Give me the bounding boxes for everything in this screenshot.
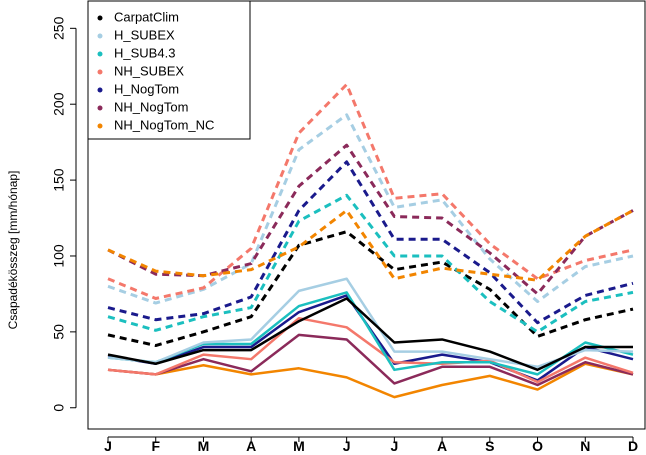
legend-marker bbox=[97, 15, 103, 21]
x-tick-label: A bbox=[246, 438, 256, 454]
x-tick-label: O bbox=[532, 438, 543, 454]
dashed-line bbox=[107, 230, 634, 348]
legend: CarpatClim H_SUBEX H_SUB4.3 NH_SUBEX H_NogTo… bbox=[87, 0, 251, 140]
x-tick-label: J bbox=[104, 438, 112, 454]
legend-label: H_NogTom bbox=[114, 81, 179, 96]
plot-frame bbox=[87, 0, 646, 430]
line bbox=[107, 362, 634, 399]
x-tick-label: N bbox=[580, 438, 590, 454]
x-tick-label: F bbox=[151, 438, 160, 454]
line bbox=[107, 316, 634, 384]
dashed-line bbox=[107, 193, 634, 334]
x-tick-label: M bbox=[293, 438, 305, 454]
legend-label: NH_SUBEX bbox=[114, 63, 184, 78]
legend-marker bbox=[97, 123, 103, 129]
x-tick-label: S bbox=[485, 438, 494, 454]
line bbox=[107, 277, 634, 369]
y-tick-label: 0 bbox=[51, 404, 67, 412]
dashed-line bbox=[107, 208, 634, 282]
legend-marker bbox=[97, 105, 103, 111]
legend-box bbox=[87, 0, 251, 140]
x-tick-label: J bbox=[390, 438, 398, 454]
x-tick-label: M bbox=[198, 438, 210, 454]
y-tick-label: 200 bbox=[51, 92, 67, 116]
y-tick-label: 50 bbox=[51, 324, 67, 340]
dashed-line bbox=[107, 160, 634, 325]
y-tick-label: 150 bbox=[51, 168, 67, 192]
legend-label: H_SUB4.3 bbox=[114, 45, 175, 60]
x-tick-label: A bbox=[437, 438, 447, 454]
x-tick-label: D bbox=[628, 438, 638, 454]
y-tick-label: 100 bbox=[51, 244, 67, 268]
y-tick-label: 250 bbox=[51, 16, 67, 40]
legend-marker bbox=[97, 33, 103, 39]
legend-label: H_SUBEX bbox=[114, 27, 175, 42]
line bbox=[107, 297, 633, 372]
dashed-line bbox=[107, 113, 634, 305]
legend-label: CarpatClim bbox=[114, 9, 179, 24]
legend-marker bbox=[97, 51, 103, 57]
legend-label: NH_NogTom_NC bbox=[114, 117, 214, 132]
legend-marker bbox=[97, 69, 103, 75]
legend-marker bbox=[97, 87, 103, 93]
y-axis-label: Csapadékösszeg [mm/hónap] bbox=[6, 171, 20, 330]
line bbox=[107, 333, 634, 387]
legend-label: NH_NogTom bbox=[114, 99, 188, 114]
dashed-line bbox=[107, 82, 634, 300]
x-tick-label: J bbox=[343, 438, 351, 454]
